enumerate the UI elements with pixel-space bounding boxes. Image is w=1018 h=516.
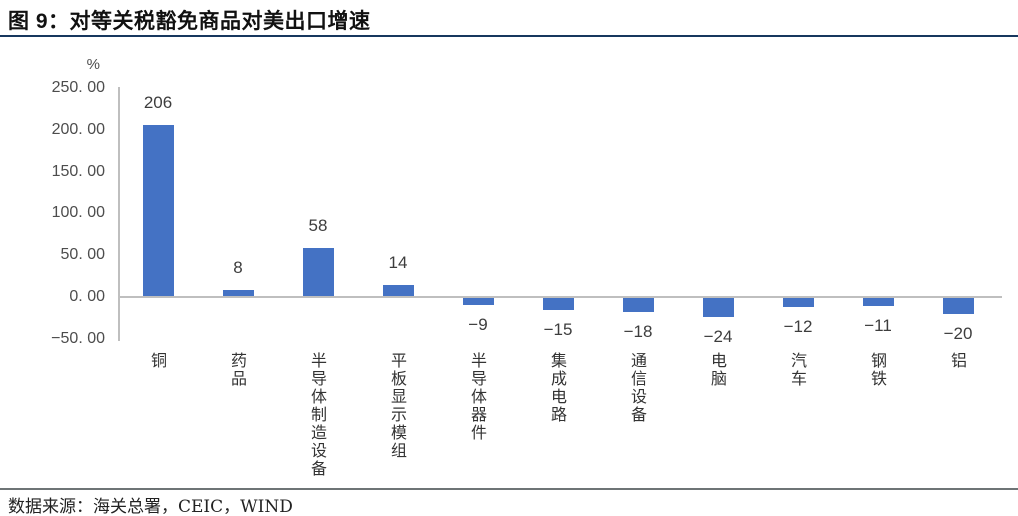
bar-value-label: −11 — [864, 316, 892, 336]
y-axis-tick-label: 0. 00 — [69, 288, 105, 305]
x-axis-category-label: 集成电路 — [548, 352, 567, 424]
y-axis-tick-label: −50. 00 — [51, 329, 105, 347]
bar-value-label: 14 — [388, 253, 408, 273]
y-axis-tick-label: 100. 00 — [51, 204, 105, 222]
chart-title: 图 9：对等关税豁免商品对美出口增速 — [8, 10, 371, 33]
bar-9 — [782, 297, 814, 308]
title-divider-line — [0, 35, 1018, 37]
bar-1 — [142, 124, 174, 297]
x-axis-category-label: 电脑 — [708, 352, 727, 388]
y-axis-unit-label: % — [86, 56, 100, 73]
bar-5 — [462, 297, 494, 305]
y-axis-tick-label: 250. 00 — [51, 78, 105, 96]
bar-value-label: 206 — [143, 92, 173, 112]
bar-11 — [942, 297, 974, 314]
bar-8 — [702, 297, 734, 318]
x-axis-category-label: 钢铁 — [868, 352, 887, 388]
bar-10 — [862, 297, 894, 307]
bar-value-label: −15 — [543, 319, 573, 339]
bar-value-label: −9 — [468, 314, 488, 334]
x-axis-category-label: 汽车 — [788, 352, 807, 388]
footer-divider-line — [0, 488, 1018, 490]
x-axis-category-label: 半导体制造设备 — [308, 352, 327, 478]
bar-value-label: −24 — [703, 327, 733, 347]
x-axis-category-label: 药品 — [228, 352, 247, 388]
y-axis-tick-label: 50. 00 — [60, 246, 105, 264]
bar-3 — [302, 248, 334, 297]
bar-2 — [222, 290, 254, 297]
bar-value-label: −18 — [623, 322, 653, 342]
x-axis-category-label: 通信设备 — [628, 352, 647, 424]
bar-value-label: −12 — [783, 317, 813, 337]
x-axis-category-label: 平板显示模组 — [388, 352, 407, 460]
bar-7 — [622, 297, 654, 313]
bar-value-label: 58 — [308, 216, 328, 236]
y-axis-line — [118, 86, 120, 341]
x-axis-category-label: 铜 — [148, 352, 167, 370]
y-axis-tick-label: 200. 00 — [51, 120, 105, 138]
data-source-note: 数据来源：海关总署，CEIC，WIND — [8, 497, 293, 516]
bar-value-label: −20 — [943, 323, 973, 343]
bar-4 — [382, 285, 414, 297]
bar-6 — [542, 297, 574, 310]
x-axis-zero-line — [118, 296, 1002, 298]
x-axis-category-label: 铝 — [948, 352, 967, 370]
bar-value-label: 8 — [233, 258, 243, 278]
x-axis-category-label: 半导体器件 — [468, 352, 487, 442]
y-axis-tick-label: 150. 00 — [51, 162, 105, 180]
